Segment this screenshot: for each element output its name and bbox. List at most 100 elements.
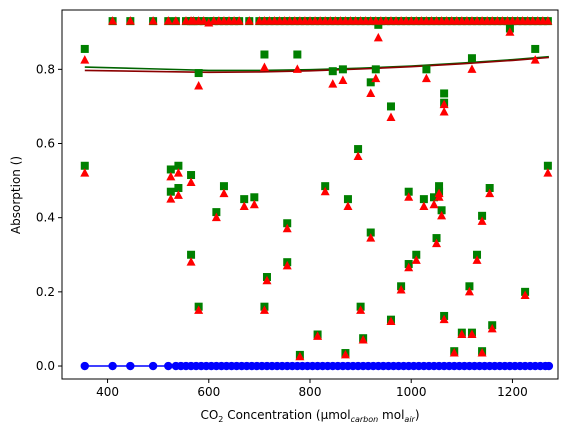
red-triangle-point — [148, 16, 158, 25]
red-triangle-point — [186, 177, 196, 186]
red-triangle-point — [421, 73, 431, 83]
red-triangle-point — [163, 16, 173, 25]
red-triangle-point — [439, 99, 449, 109]
red-triangle-point — [313, 331, 323, 340]
red-triangle-point — [282, 223, 292, 233]
red-triangle-point — [171, 16, 181, 25]
red-triangle-point — [419, 201, 429, 211]
red-triangle-point — [487, 323, 497, 333]
red-triangle-point — [543, 16, 553, 25]
green-square-point — [419, 195, 428, 204]
green-square-point — [283, 219, 292, 228]
green-square-point — [371, 65, 380, 74]
blue-circle-point — [164, 361, 173, 371]
red-triangle-point — [366, 88, 376, 97]
y-tick-label: 0.4 — [36, 211, 55, 225]
red-triangle-point — [282, 260, 292, 270]
green-square-point — [404, 187, 413, 196]
red-triangle-point — [166, 194, 176, 203]
red-triangle-point — [373, 32, 383, 42]
red-triangle-point — [520, 290, 530, 300]
green-square-point — [430, 193, 438, 202]
red-triangle-point — [464, 286, 474, 296]
x-tick-label: 1200 — [497, 385, 528, 399]
y-tick-label: 0.6 — [36, 137, 55, 151]
green-square-point — [465, 282, 474, 291]
y-tick-label: 0.2 — [36, 285, 55, 299]
red-triangle-point — [411, 255, 421, 264]
green-square-point — [166, 165, 175, 174]
y-tick-label: 0.0 — [36, 359, 55, 373]
x-axis-label: CO2 Concentration (µmolcarbon molair) — [200, 408, 419, 424]
green-square-point — [467, 54, 476, 63]
red-triangle-point — [467, 64, 477, 73]
red-triangle-point — [173, 168, 183, 177]
red-triangle-point — [292, 64, 302, 73]
x-axis-ticks: 400 600 800 1000 1200 — [96, 379, 528, 399]
x-tick-label: 600 — [197, 385, 220, 399]
red-triangle-point — [125, 16, 135, 25]
green-square-point — [440, 89, 449, 98]
red-triangle-point — [166, 171, 176, 181]
green-square-point — [422, 65, 431, 74]
red-triangle-point — [472, 255, 482, 264]
green-square-point — [328, 67, 337, 76]
x-tick-label: 800 — [299, 385, 322, 399]
green-square-point — [174, 161, 183, 170]
green-square-point — [293, 50, 302, 59]
red-triangle-point — [80, 168, 90, 177]
green-square-point — [187, 250, 196, 259]
red-triangle-point — [356, 305, 366, 314]
green-square-point — [354, 145, 363, 154]
green-square-point — [338, 65, 347, 74]
red-triangle-point — [343, 201, 353, 211]
x-tick-label: 1000 — [396, 385, 427, 399]
red-triangle-point — [485, 188, 495, 198]
y-tick-label: 0.8 — [36, 62, 55, 76]
red-triangle-point — [505, 27, 515, 36]
red-triangle-point — [477, 216, 487, 225]
red-triangle-point — [340, 349, 350, 359]
red-triangle-point — [262, 275, 272, 285]
blue-circle-point — [108, 361, 117, 371]
green-square-point — [412, 250, 421, 259]
red-triangle-point — [80, 55, 90, 64]
green-square-point — [366, 228, 375, 237]
red-triangle-point — [457, 329, 467, 338]
red-triangle-point — [328, 79, 338, 88]
red-triangle-point — [358, 335, 368, 344]
green-square-point — [194, 69, 203, 78]
red-triangle-point — [199, 16, 209, 25]
green-square-point — [437, 206, 446, 215]
red-triangle-point — [234, 16, 244, 25]
green-square-point — [321, 182, 330, 191]
red-triangle-point — [386, 316, 396, 326]
green-square-point — [250, 193, 259, 202]
x-tick-label: 400 — [96, 385, 119, 399]
red-triangle-point — [434, 192, 444, 201]
red-triangle-point — [108, 16, 118, 25]
red-triangle-point — [396, 284, 406, 294]
red-triangle-point — [295, 351, 305, 361]
green-square-point — [80, 161, 89, 170]
data-points — [80, 16, 554, 371]
green-square-point — [80, 44, 89, 53]
red-triangle-point — [449, 348, 459, 357]
green-square-point — [473, 250, 482, 259]
green-square-point — [343, 195, 352, 204]
blue-circle-point — [126, 361, 135, 371]
red-triangle-point — [338, 75, 348, 84]
y-axis-ticks: 0.0 0.2 0.4 0.6 0.8 — [36, 62, 62, 373]
red-triangle-point — [366, 233, 376, 242]
y-axis-label: Absorption () — [9, 156, 23, 234]
green-square-point — [166, 187, 175, 196]
red-triangle-point — [404, 262, 414, 272]
red-triangle-point — [353, 151, 363, 160]
red-triangle-point — [439, 314, 449, 324]
green-square-point — [485, 184, 494, 193]
green-square-point — [240, 195, 249, 204]
red-triangle-point — [429, 199, 439, 209]
red-triangle-point — [386, 112, 396, 122]
red-triangle-point — [173, 190, 183, 199]
